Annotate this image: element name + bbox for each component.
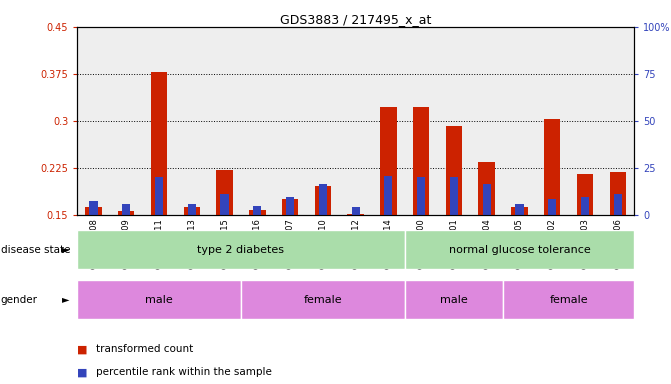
Bar [319, 184, 327, 215]
Bar [544, 119, 560, 215]
Bar [77, 280, 241, 319]
Bar [253, 206, 262, 215]
Bar [478, 162, 495, 215]
Bar [118, 211, 134, 215]
Text: female: female [550, 295, 588, 305]
Bar [282, 199, 299, 215]
Text: ■: ■ [77, 344, 88, 354]
Bar [405, 280, 503, 319]
Text: male: male [145, 295, 173, 305]
Bar [352, 207, 360, 215]
Bar [548, 199, 556, 215]
Bar [450, 177, 458, 215]
Text: normal glucose tolerance: normal glucose tolerance [448, 245, 590, 255]
Bar [77, 230, 405, 269]
Bar [503, 280, 634, 319]
Bar [577, 174, 593, 215]
Bar [348, 214, 364, 215]
Bar [380, 106, 397, 215]
Text: male: male [440, 295, 468, 305]
Text: type 2 diabetes: type 2 diabetes [197, 245, 285, 255]
Bar [221, 194, 229, 215]
Bar [315, 186, 331, 215]
Bar [417, 177, 425, 215]
Text: ►: ► [62, 295, 70, 305]
Text: ■: ■ [77, 367, 88, 377]
Bar [511, 207, 527, 215]
Bar [384, 175, 393, 215]
Bar [405, 230, 634, 269]
Bar [515, 204, 523, 215]
Bar [286, 197, 294, 215]
Text: female: female [303, 295, 342, 305]
Text: percentile rank within the sample: percentile rank within the sample [96, 367, 272, 377]
Bar [482, 184, 491, 215]
Bar [89, 200, 98, 215]
Bar [581, 197, 589, 215]
Bar [151, 72, 167, 215]
Bar [216, 170, 233, 215]
Bar [184, 207, 200, 215]
Bar [413, 106, 429, 215]
Bar [85, 207, 102, 215]
Text: transformed count: transformed count [96, 344, 193, 354]
Bar [613, 194, 622, 215]
Bar [155, 177, 163, 215]
Text: disease state: disease state [1, 245, 70, 255]
Bar [446, 126, 462, 215]
Text: gender: gender [1, 295, 38, 305]
Text: ►: ► [62, 245, 70, 255]
Bar [122, 204, 130, 215]
Bar [188, 204, 196, 215]
Bar [241, 280, 405, 319]
Title: GDS3883 / 217495_x_at: GDS3883 / 217495_x_at [280, 13, 431, 26]
Bar [249, 210, 266, 215]
Bar [609, 172, 626, 215]
